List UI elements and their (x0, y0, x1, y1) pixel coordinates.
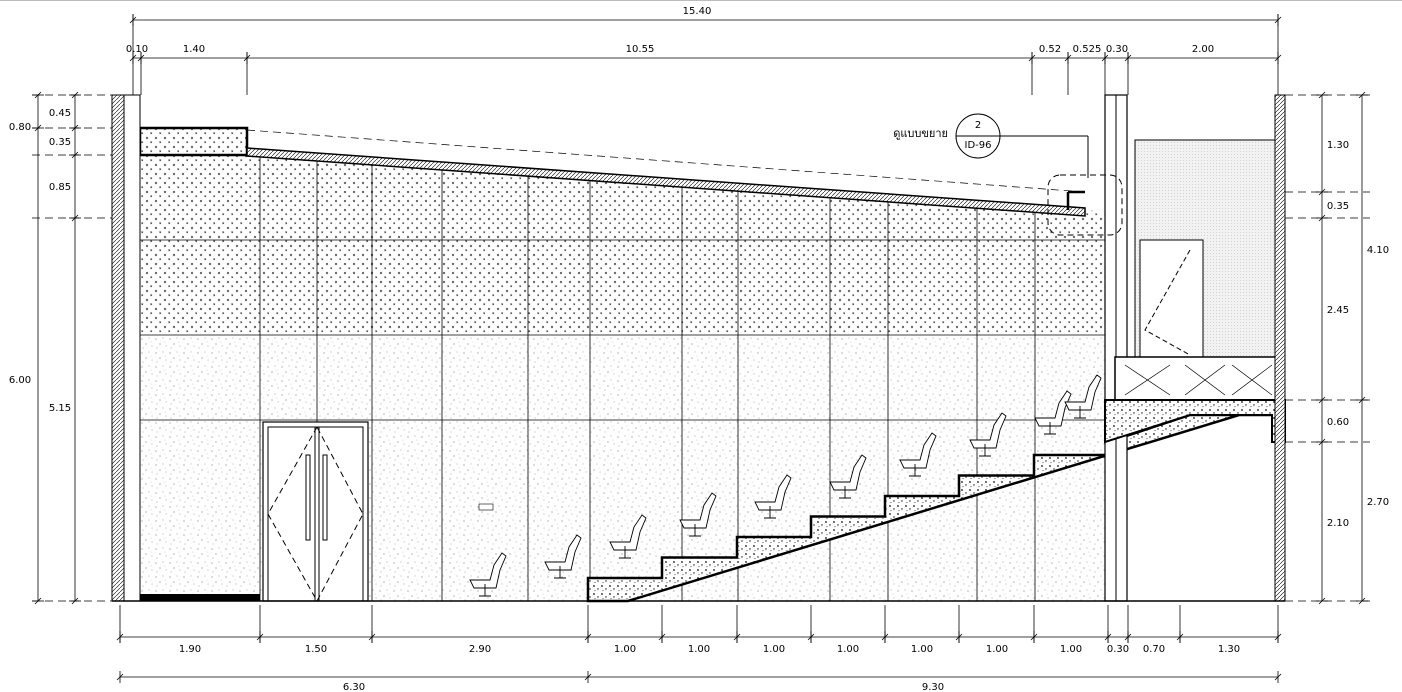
dim-label: 1.40 (183, 44, 205, 55)
dim-label: 0.80 (9, 122, 31, 133)
dim-slash (1318, 91, 1326, 99)
dim-slash (1318, 597, 1326, 605)
rect-shape (1274, 94, 1286, 602)
polygon-shape (246, 147, 1086, 217)
seat (609, 514, 647, 559)
dim-label: 15.40 (683, 6, 712, 17)
seat (679, 492, 717, 537)
dim-label: 1.00 (837, 644, 859, 655)
g-shape (259, 155, 1036, 601)
dim-slash (584, 673, 592, 681)
dim-slash (1358, 91, 1366, 99)
polyline-shape (267, 426, 364, 603)
dim-label: 0.45 (49, 108, 71, 119)
dim-label: 2.45 (1327, 305, 1349, 316)
dim-label: 0.85 (49, 182, 71, 193)
dim-label: 2.10 (1327, 518, 1349, 529)
building (0, 0, 1402, 603)
dim-label: 1.00 (1060, 644, 1082, 655)
seat (544, 534, 582, 579)
g-shape (140, 239, 1105, 421)
dim-label: 2.00 (1192, 44, 1214, 55)
labels: ดูแบบขยาย 2 ID-96 15.40 0.10 1.40 10.55 0.52… (9, 6, 1389, 692)
polygon-shape (140, 128, 1105, 335)
rect-shape (0, 0, 1402, 1)
dim-slash (1318, 188, 1326, 196)
rect-shape (478, 503, 494, 511)
g-shape (469, 374, 1102, 597)
rect-shape (123, 94, 141, 602)
path-shape (1124, 364, 1273, 396)
line-shape (246, 129, 1086, 193)
dim-label: 5.15 (49, 403, 71, 414)
dim-label: 6.00 (9, 375, 31, 386)
dim-label: 0.525 (1073, 44, 1102, 55)
dim-label: 0.35 (1327, 201, 1349, 212)
dim-label: 1.00 (614, 644, 636, 655)
dim-label: 1.00 (688, 644, 710, 655)
dim-slash (129, 54, 137, 62)
dim-label: 1.00 (763, 644, 785, 655)
dim-label: 0.70 (1143, 644, 1165, 655)
dim-label: 9.30 (922, 682, 944, 692)
rect-shape (305, 454, 311, 541)
seat (899, 432, 937, 477)
text-shape: ID-96 (965, 140, 992, 151)
dim-label: 2.70 (1367, 497, 1389, 508)
dim-slash (1358, 396, 1366, 404)
dim-label: 0.30 (1106, 44, 1128, 55)
text-shape: 2 (975, 120, 981, 131)
dim-slash (1318, 214, 1326, 222)
dimensions (32, 14, 1370, 683)
dim-label: 0.52 (1039, 44, 1061, 55)
dim-slash (1358, 597, 1366, 605)
dim-label: 1.90 (179, 644, 201, 655)
dim-label: 2.90 (469, 644, 491, 655)
rect-shape (1139, 239, 1204, 358)
dim-label: 10.55 (626, 44, 655, 55)
dim-label: 1.00 (986, 644, 1008, 655)
rect-shape (1047, 174, 1123, 236)
dim-label: 4.10 (1367, 245, 1389, 256)
dim-label: 0.10 (126, 44, 148, 55)
dim-label: 0.60 (1327, 417, 1349, 428)
dim-label: 1.50 (305, 644, 327, 655)
rect-shape (322, 454, 328, 541)
polyline-shape (1144, 249, 1191, 356)
rect-shape (140, 594, 260, 601)
seat (829, 454, 867, 499)
dim-label: 1.30 (1327, 140, 1349, 151)
seat (1064, 374, 1102, 419)
dim-label: 1.00 (911, 644, 933, 655)
dim-slash (1274, 54, 1282, 62)
dim-slash (116, 673, 124, 681)
dim-label: 6.30 (343, 682, 365, 692)
dim-label: 0.30 (1107, 644, 1129, 655)
rect-shape (111, 94, 125, 602)
dim-slash (1274, 673, 1282, 681)
dim-label: 0.35 (49, 137, 71, 148)
rect-shape (138, 126, 249, 157)
seat (469, 552, 507, 597)
seat (969, 412, 1007, 457)
text-shape: ดูแบบขยาย (893, 127, 948, 140)
dim-label: 1.30 (1218, 644, 1240, 655)
dim-slash (1318, 396, 1326, 404)
dim-slash (1318, 438, 1326, 446)
rect-shape (1114, 356, 1281, 401)
seat (754, 474, 792, 519)
seat (1034, 390, 1072, 435)
